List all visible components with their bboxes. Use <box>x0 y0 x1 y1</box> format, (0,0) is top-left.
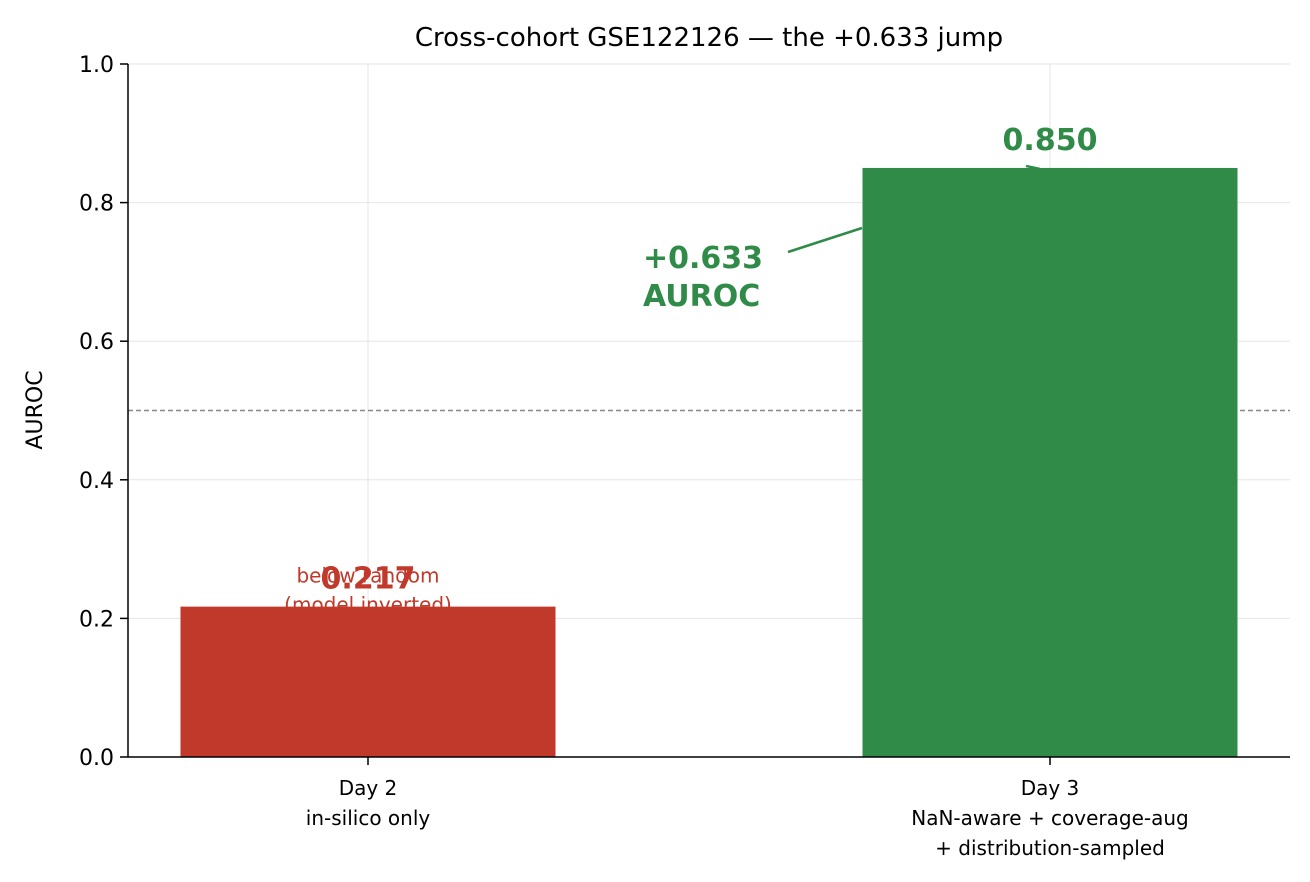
x-tick-label: + distribution-sampled <box>935 836 1165 860</box>
labels: 0.0 0.2 0.4 0.6 0.8 1.0 Day 2 in-silico only Day… <box>79 53 1189 860</box>
y-tick-label: 0.8 <box>79 192 114 217</box>
x-tick-label: Day 3 <box>1021 776 1080 800</box>
y-tick-label: 0.4 <box>79 469 114 494</box>
annotation-arrow-head <box>1025 164 1041 171</box>
x-tick-label: NaN-aware + coverage-aug <box>911 806 1189 830</box>
jump-annotation: AUROC <box>643 279 760 314</box>
bar-2 <box>862 167 1238 757</box>
bars <box>180 167 1238 757</box>
bar-1 <box>180 606 556 757</box>
axes <box>120 63 1290 765</box>
bar-annotation: below random <box>296 564 439 588</box>
annotation-arrow <box>787 226 863 254</box>
y-tick-label: 1.0 <box>79 53 114 78</box>
y-tick-label: 0.6 <box>79 330 114 355</box>
y-axis-label: AUROC <box>23 370 48 449</box>
y-tick-label: 0.2 <box>79 607 114 632</box>
jump-annotation: +0.633 <box>643 241 763 276</box>
bar-annotation: (model inverted) <box>284 593 452 617</box>
x-tick-label: in-silico only <box>306 806 431 830</box>
chart-title: Cross-cohort GSE122126 — the +0.633 jump <box>415 23 1003 53</box>
x-tick-label: Day 2 <box>339 776 398 800</box>
bar-value-label: 0.217 <box>321 562 416 597</box>
bar-value-label: 0.850 <box>1003 123 1098 158</box>
y-tick-label: 0.0 <box>79 746 114 771</box>
